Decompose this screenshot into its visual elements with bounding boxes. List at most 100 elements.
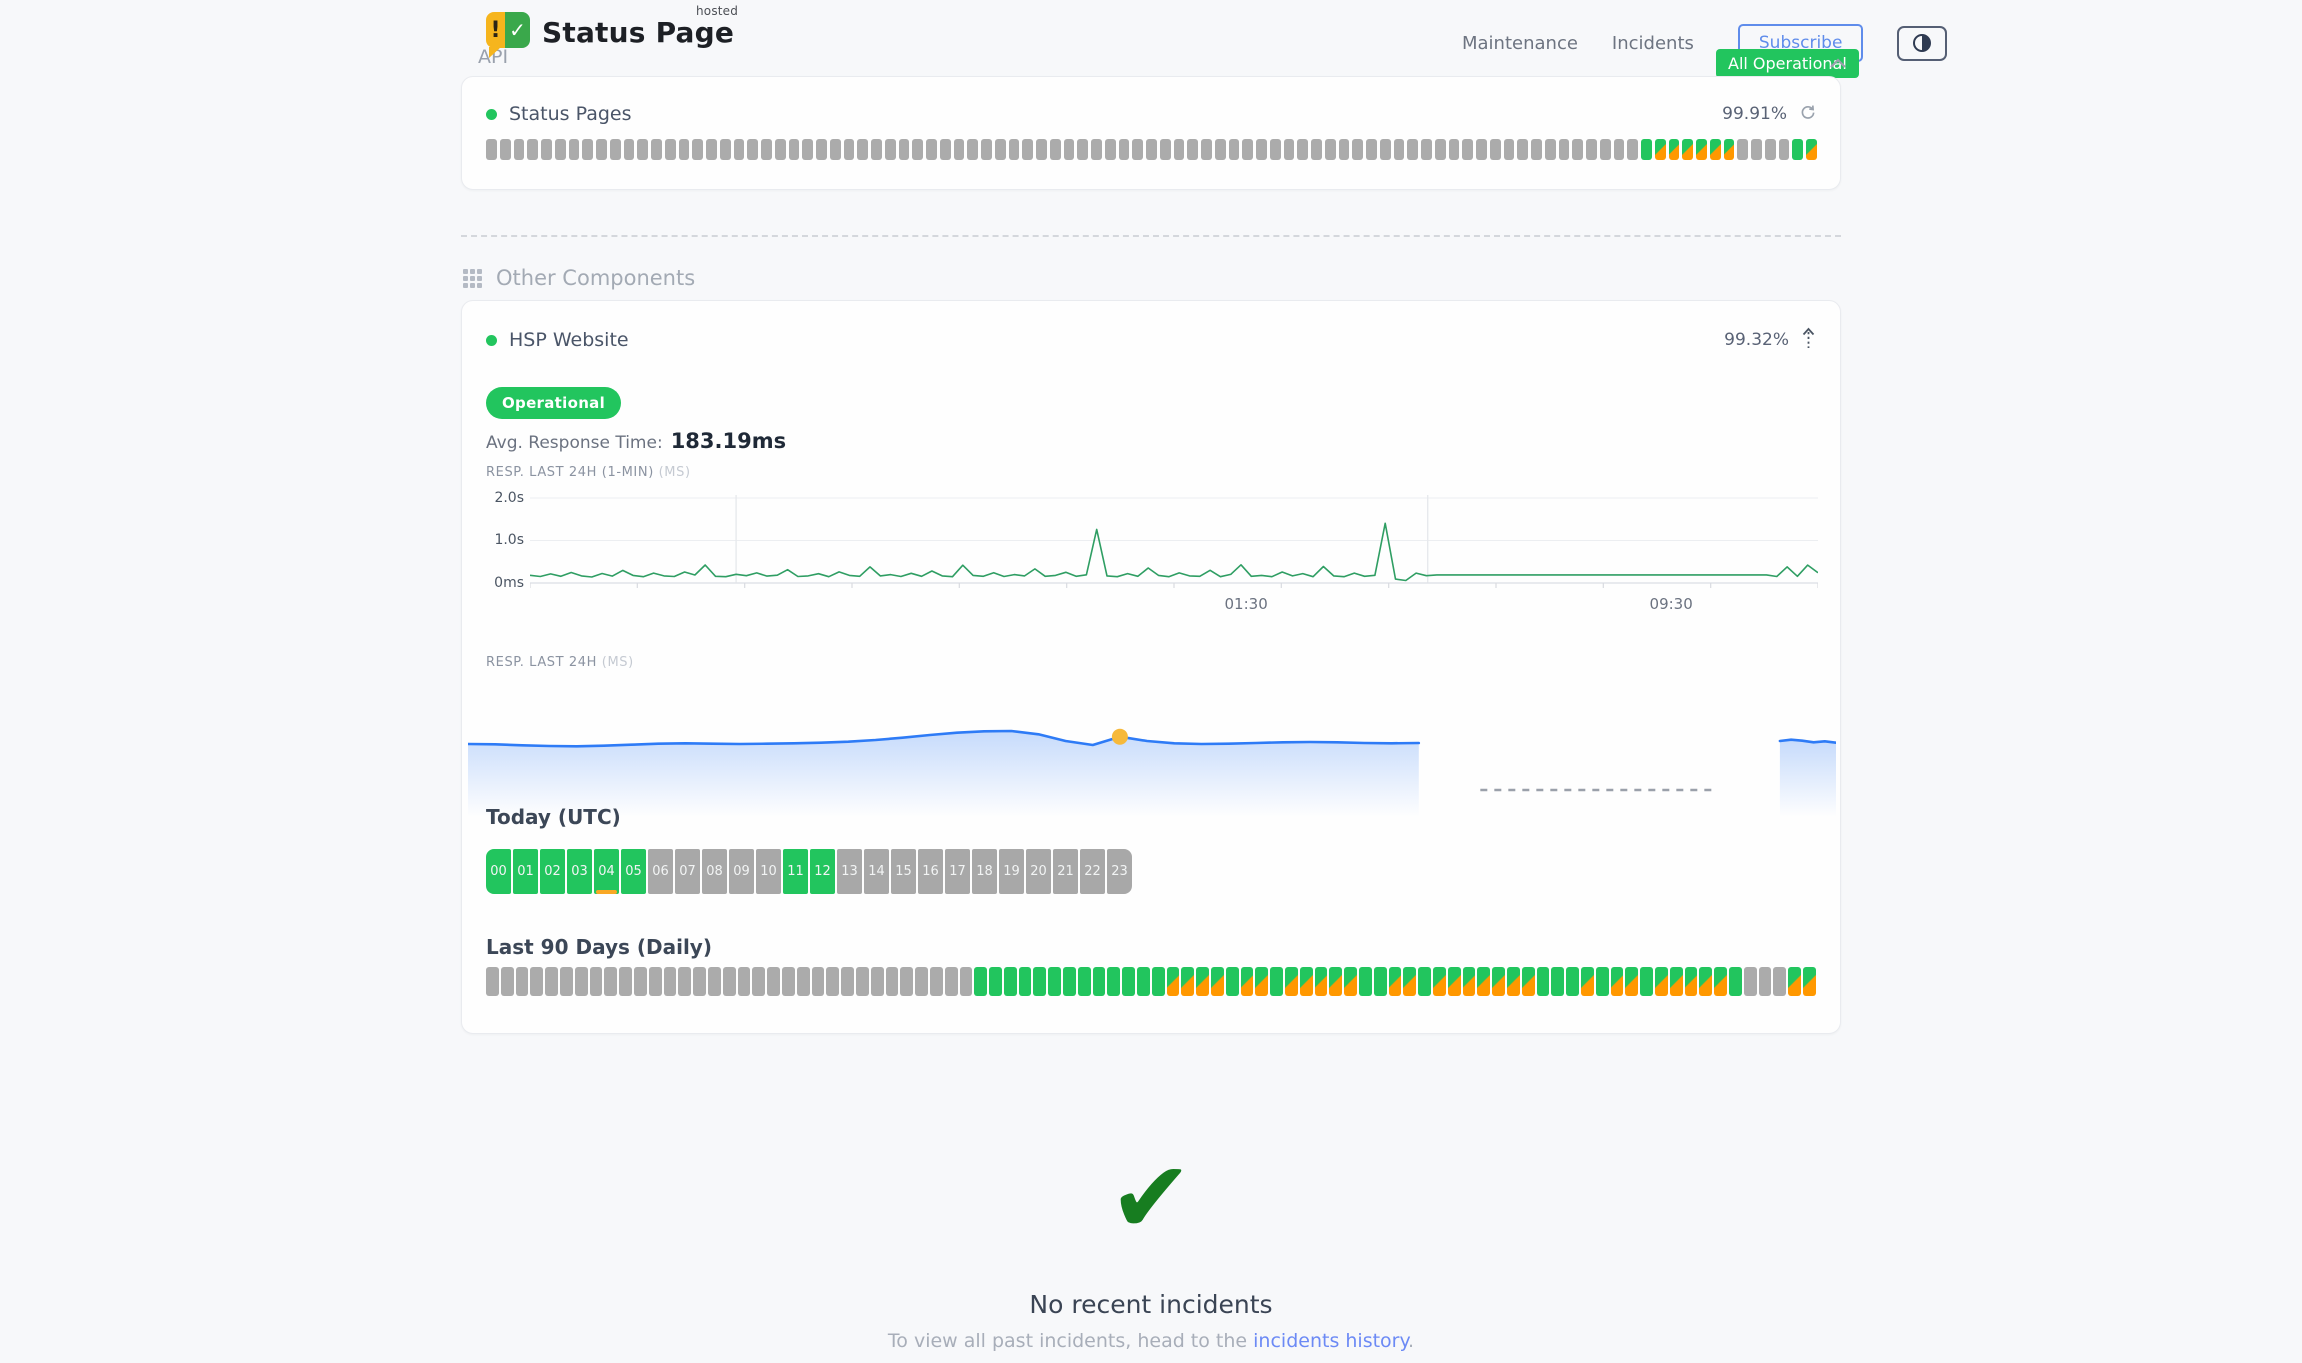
uptime-bar — [1214, 139, 1226, 160]
uptime-bar — [1788, 967, 1801, 996]
hour-block-03: 03 — [567, 849, 592, 894]
today-hour-blocks: 00 01 02 03 04 05 06 07 08 09 10 11 12 13 14 15 16 17 18 19… — [486, 849, 1132, 894]
uptime-bar — [829, 139, 841, 160]
uptime-bar — [1379, 139, 1391, 160]
uptime-bar — [1462, 139, 1473, 160]
incidents-history-link[interactable]: incidents history — [1253, 1330, 1409, 1352]
uptime-bar — [530, 967, 544, 996]
uptime-bar — [706, 139, 717, 160]
uptime-bar — [857, 139, 868, 160]
uptime-bar — [1359, 967, 1372, 996]
uptime-bar — [1118, 139, 1130, 160]
uptime-bar — [767, 967, 780, 996]
uptime-bar — [1503, 139, 1515, 160]
uptime-bar — [747, 139, 758, 160]
chart2-label: RESP. LAST 24H (MS) — [486, 655, 634, 670]
hour-block-01: 01 — [513, 849, 538, 894]
uptime-bar — [1256, 139, 1267, 160]
x-tick-label: 01:30 — [1224, 595, 1268, 613]
uptime-bar — [554, 139, 566, 160]
uptime-bar — [944, 967, 958, 996]
degraded-marker — [596, 890, 617, 894]
hour-block-12: 12 — [810, 849, 835, 894]
uptime-bar — [974, 967, 988, 996]
uptime-bar — [1091, 139, 1102, 160]
uptime-bars-90d — [486, 967, 1816, 996]
hour-block-08: 08 — [702, 849, 727, 894]
uptime-bar — [1447, 967, 1461, 996]
uptime-bar — [1492, 967, 1505, 996]
trend-up-arrow-icon[interactable] — [1801, 327, 1816, 353]
uptime-bar — [1654, 139, 1666, 160]
uptime-bar — [1122, 967, 1136, 996]
hour-block-20: 20 — [1026, 849, 1051, 894]
uptime-bar — [1751, 139, 1762, 160]
uptime-bar — [843, 139, 855, 160]
nav-maintenance[interactable]: Maintenance — [1462, 32, 1578, 54]
uptime-bar — [1393, 139, 1405, 160]
uptime-bar — [623, 139, 635, 160]
uptime-bar — [500, 967, 514, 996]
line-chart-canvas — [529, 495, 1819, 615]
uptime-bar — [1137, 967, 1150, 996]
uptime-bar — [1566, 967, 1579, 996]
uptime-bar — [1063, 139, 1075, 160]
uptime-bar — [513, 139, 525, 160]
uptime-bar — [1132, 139, 1143, 160]
uptime-bar — [515, 967, 529, 996]
hour-block-22: 22 — [1080, 849, 1105, 894]
uptime-bar — [1344, 967, 1358, 996]
chevron-up-icon[interactable] — [1828, 55, 1848, 74]
exclaim-icon: ! — [486, 12, 505, 48]
uptime-bar — [1297, 139, 1308, 160]
uptime-bar — [1669, 967, 1683, 996]
uptime-bar — [722, 967, 736, 996]
uptime-bar — [900, 967, 914, 996]
uptime-bar — [1225, 967, 1239, 996]
uptime-bar — [1728, 967, 1742, 996]
header-nav: Maintenance Incidents Subscribe — [1462, 24, 1948, 62]
uptime-bar — [1151, 967, 1165, 996]
uptime-bar — [1572, 139, 1583, 160]
uptime-bar — [1211, 967, 1224, 996]
hour-block-16: 16 — [918, 849, 943, 894]
uptime-bar — [929, 967, 943, 996]
brand-logo[interactable]: ! ✓ Status Page hosted — [486, 4, 738, 58]
refresh-icon[interactable] — [1799, 104, 1816, 125]
uptime-bar — [1022, 139, 1033, 160]
theme-toggle-button[interactable] — [1897, 25, 1948, 61]
uptime-bar — [1104, 139, 1116, 160]
uptime-bar — [1283, 139, 1295, 160]
avg-response-value: 183.19ms — [670, 429, 787, 453]
uptime-bar — [953, 139, 965, 160]
uptime-bar — [651, 139, 662, 160]
uptime-bar — [609, 139, 621, 160]
nav-incidents[interactable]: Incidents — [1611, 32, 1694, 54]
uptime-bar — [1092, 967, 1106, 996]
uptime-bar — [1806, 139, 1817, 160]
section-divider — [461, 235, 1841, 237]
uptime-bar — [939, 139, 951, 160]
uptime-bar — [1714, 967, 1727, 996]
response-time-area-chart — [466, 697, 1838, 821]
uptime-bar — [1758, 967, 1772, 996]
uptime-bar — [989, 967, 1002, 996]
uptime-bar — [1743, 967, 1757, 996]
status-badge: Operational — [486, 387, 622, 419]
uptime-bar — [589, 967, 603, 996]
last90-title: Last 90 Days (Daily) — [486, 935, 712, 959]
uptime-bar — [1682, 139, 1693, 160]
uptime-bar — [1036, 139, 1047, 160]
uptime-bar — [796, 967, 810, 996]
uptime-bar — [1314, 967, 1328, 996]
uptime-bar — [1421, 139, 1432, 160]
uptime-percent: 99.32% — [1724, 330, 1789, 350]
uptime-bar — [1242, 139, 1253, 160]
uptime-bar — [1166, 967, 1180, 996]
uptime-bar — [619, 967, 632, 996]
uptime-bar — [1077, 967, 1091, 996]
hour-block-18: 18 — [972, 849, 997, 894]
uptime-bar — [871, 139, 882, 160]
component-row: HSP Website 99.32% — [486, 327, 1816, 353]
